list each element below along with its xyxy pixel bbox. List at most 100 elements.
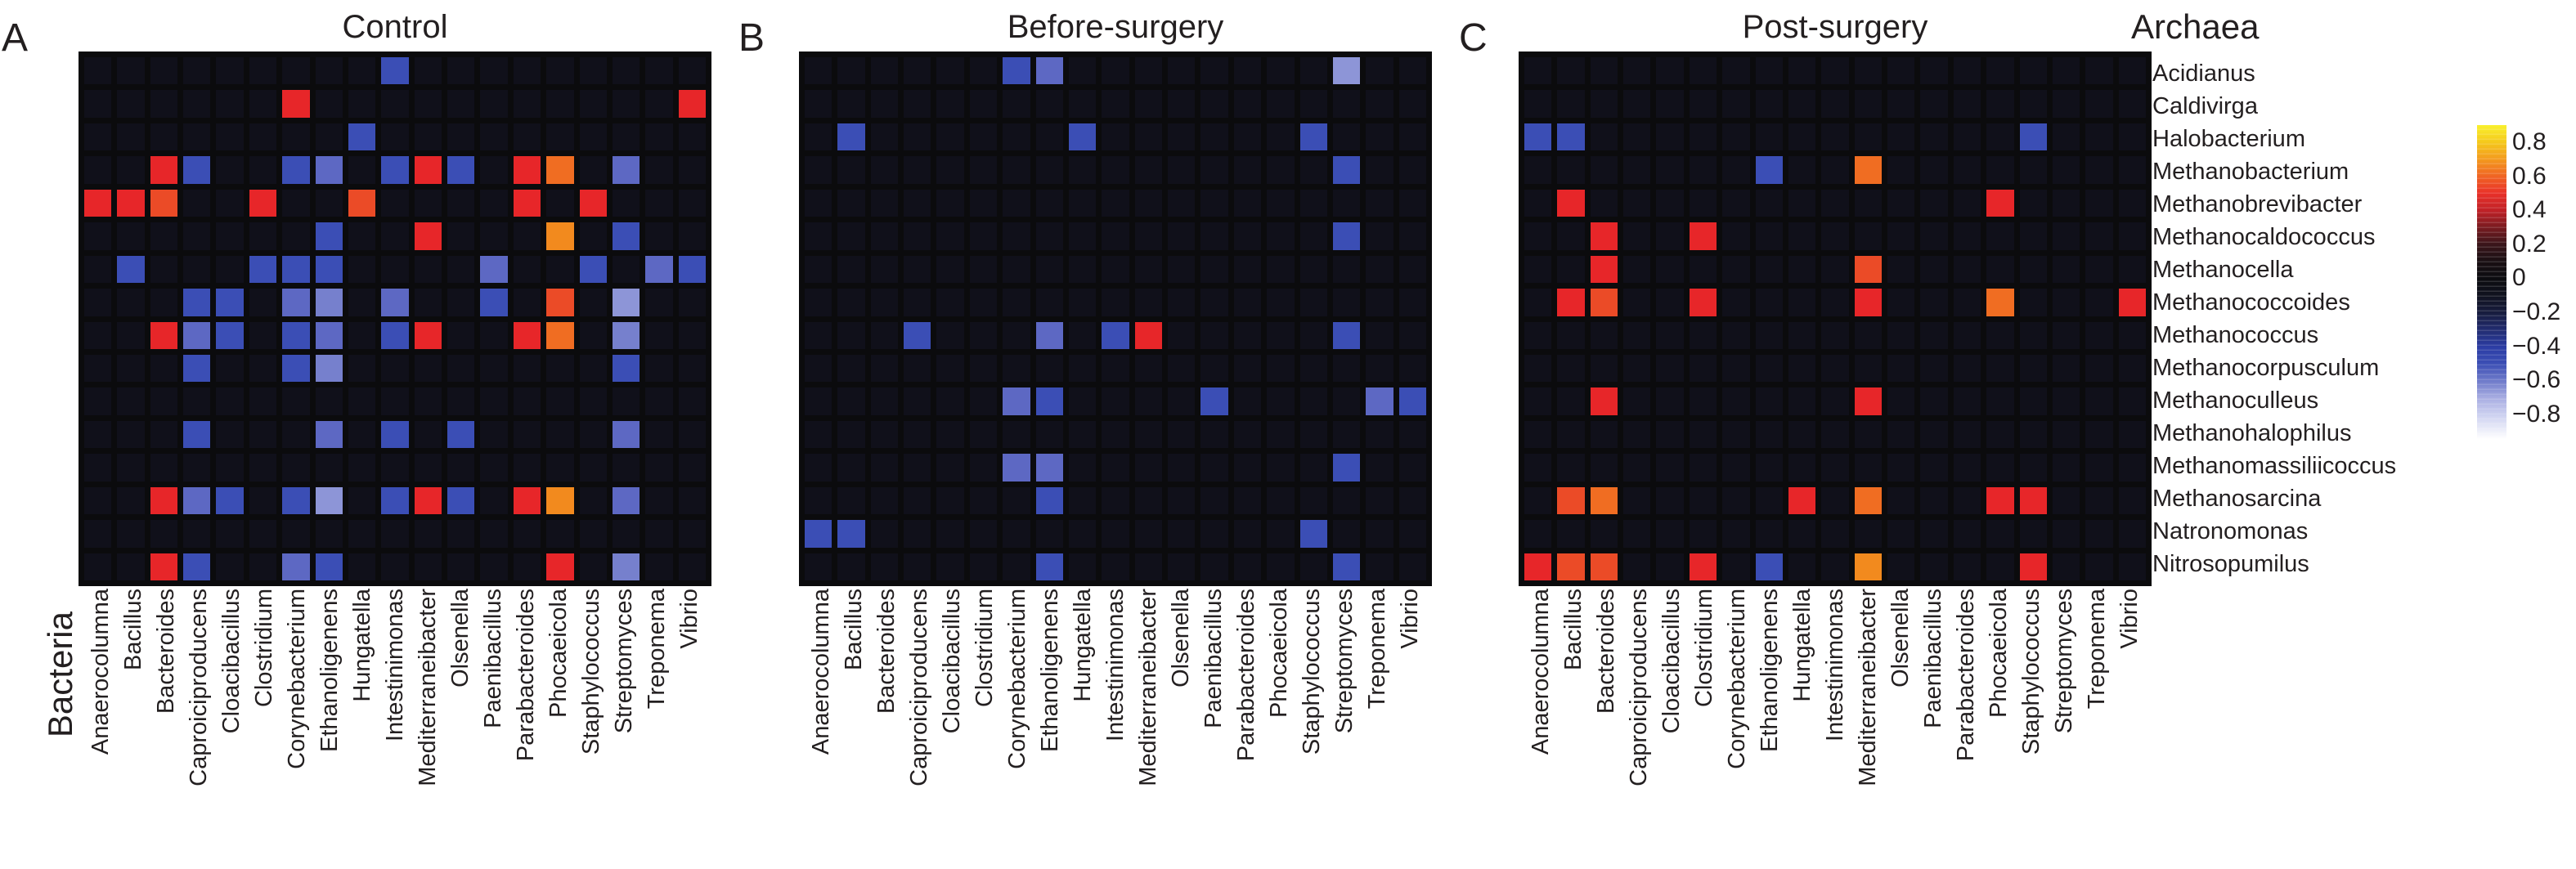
heatmap-cell: [348, 222, 376, 250]
heatmap-cell: [612, 222, 640, 250]
heatmap-cell: [381, 520, 409, 548]
x-tick-label: Anaerocolumna: [808, 589, 834, 755]
heatmap-cell: [870, 454, 899, 482]
heatmap-cell: [315, 57, 343, 85]
heatmap-cell: [249, 321, 277, 349]
heatmap-cell: [1299, 553, 1327, 580]
heatmap-cell: [546, 520, 574, 548]
heatmap-cell: [150, 156, 178, 184]
heatmap-cell: [2085, 387, 2113, 415]
heatmap-cell: [1986, 156, 2014, 184]
heatmap-cell: [546, 553, 574, 580]
heatmap-cell: [1068, 90, 1097, 118]
heatmap-cell: [1755, 255, 1783, 284]
heatmap-cell: [1887, 156, 1915, 184]
heatmap-cell: [870, 486, 899, 515]
heatmap-cell: [805, 420, 832, 449]
heatmap-cell: [1332, 255, 1361, 284]
heatmap-cell: [1689, 57, 1717, 85]
heatmap-cell: [1102, 222, 1129, 250]
heatmap-cell: [1267, 289, 1295, 316]
heatmap-cell: [1986, 255, 2014, 284]
y-tick-label: Methanosarcina: [2152, 486, 2322, 512]
heatmap-cell: [904, 420, 931, 449]
heatmap-cell: [1200, 486, 1228, 515]
heatmap-cell: [837, 90, 865, 118]
heatmap-cell: [2019, 90, 2047, 118]
heatmap-cell: [381, 57, 409, 85]
heatmap-cell: [1200, 454, 1228, 482]
heatmap-cell: [282, 420, 310, 449]
heatmap-cell: [1821, 354, 1849, 383]
heatmap-cell: [1068, 255, 1097, 284]
heatmap-cell: [1986, 123, 2014, 151]
heatmap-cell: [546, 123, 574, 151]
heatmap-cell: [969, 420, 998, 449]
heatmap-cell: [348, 289, 376, 316]
heatmap-cell: [1920, 156, 1948, 184]
heatmap-cell: [1102, 189, 1129, 217]
x-tick-label: Streptomyces: [611, 589, 637, 734]
heatmap-cell: [546, 90, 574, 118]
heatmap-cell: [1003, 454, 1030, 482]
heatmap-cell: [1722, 321, 1750, 349]
heatmap-cell: [117, 156, 145, 184]
heatmap-cell: [447, 156, 475, 184]
heatmap-cell: [837, 189, 865, 217]
y-tick-label: Methanobacterium: [2152, 159, 2349, 185]
heatmap-cell: [1200, 255, 1228, 284]
heatmap-cell: [1986, 289, 2014, 316]
heatmap-cell: [1656, 454, 1684, 482]
heatmap-cell: [348, 387, 376, 415]
heatmap-cell: [84, 420, 112, 449]
heatmap-cell: [282, 520, 310, 548]
heatmap-cell: [2019, 189, 2047, 217]
heatmap-cell: [414, 354, 442, 383]
heatmap-cell: [84, 156, 112, 184]
heatmap-cell: [1821, 156, 1849, 184]
heatmap-cell: [216, 255, 244, 284]
heatmap-cell: [546, 57, 574, 85]
heatmap-cell: [969, 387, 998, 415]
heatmap-cell: [1102, 354, 1129, 383]
heatmap-cell: [678, 520, 706, 548]
heatmap-cell: [414, 222, 442, 250]
heatmap-cell: [1623, 90, 1651, 118]
heatmap-cell: [2085, 189, 2113, 217]
heatmap-cell: [546, 222, 574, 250]
heatmap-cell: [1689, 420, 1717, 449]
heatmap-cell: [1134, 387, 1163, 415]
heatmap-cell: [1233, 520, 1262, 548]
heatmap-cell: [183, 387, 211, 415]
heatmap-cell: [2019, 255, 2047, 284]
heatmap-cell: [1920, 321, 1948, 349]
heatmap-cell: [936, 520, 964, 548]
heatmap-cell: [1689, 387, 1717, 415]
heatmap-cell: [282, 123, 310, 151]
heatmap-cell: [612, 321, 640, 349]
heatmap-cell: [2052, 123, 2080, 151]
heatmap-cell: [1920, 454, 1948, 482]
heatmap-cell: [969, 354, 998, 383]
heatmap-cell: [1332, 420, 1361, 449]
heatmap-cell: [1953, 156, 1981, 184]
heatmap-cell: [282, 486, 310, 515]
heatmap-cell: [2052, 90, 2080, 118]
heatmap-cell: [678, 454, 706, 482]
heatmap-cell: [348, 123, 376, 151]
heatmap-cell: [1623, 354, 1651, 383]
heatmap-cell: [1068, 454, 1097, 482]
heatmap-cell: [1299, 454, 1327, 482]
heatmap-cell: [1821, 289, 1849, 316]
heatmap-cell: [150, 289, 178, 316]
heatmap-cell: [1332, 321, 1361, 349]
heatmap-cell: [1920, 57, 1948, 85]
heatmap-cell: [1623, 553, 1651, 580]
heatmap-cell: [1821, 520, 1849, 548]
heatmap-cell: [1656, 222, 1684, 250]
heatmap-cell: [447, 354, 475, 383]
heatmap-cell: [1590, 289, 1618, 316]
heatmap-cell: [546, 486, 574, 515]
heatmap-cell: [1854, 553, 1883, 580]
heatmap-cell: [870, 289, 899, 316]
